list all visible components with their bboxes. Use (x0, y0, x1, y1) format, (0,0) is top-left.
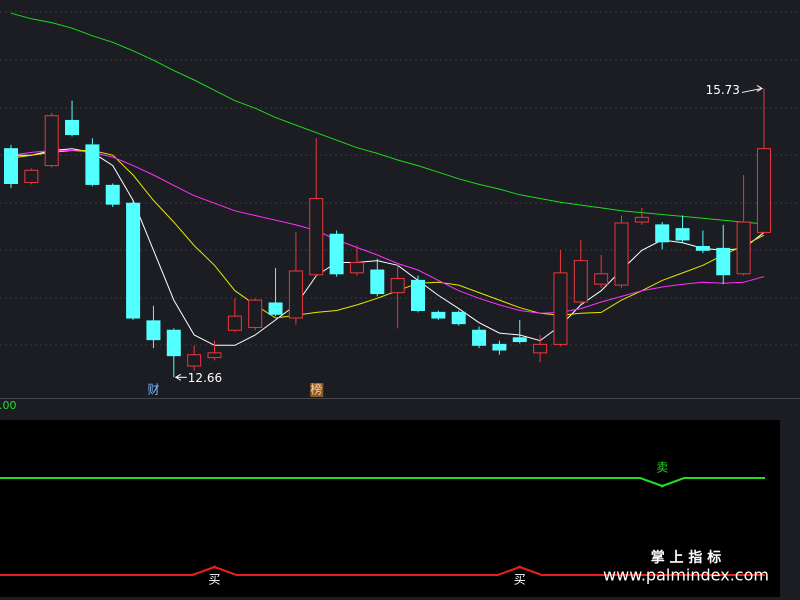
candle-body (4, 148, 18, 184)
buy-signal-label: 买 (514, 573, 526, 587)
annotation-arrowhead (756, 85, 763, 92)
annotation-arrowhead (174, 373, 182, 381)
candle-body (329, 233, 344, 275)
candle-body (573, 260, 588, 303)
candle-body (716, 247, 731, 276)
candle-body (288, 270, 303, 319)
moving-average-line (10, 150, 765, 314)
buy-signal (213, 565, 216, 569)
marker-background (310, 383, 324, 397)
candle-body (248, 299, 263, 328)
candle-body (187, 354, 202, 367)
candle-body (24, 169, 39, 184)
candle-body (533, 343, 548, 354)
event-marker: 榜 (310, 382, 322, 397)
candle-body (634, 216, 649, 223)
candle-body (736, 221, 751, 275)
buy-signal (518, 565, 522, 569)
candle-body (411, 279, 425, 311)
event-marker: 财 (147, 383, 159, 397)
candle-body (146, 320, 161, 341)
candle-body (675, 228, 690, 241)
candle-body (390, 278, 405, 294)
candle-body (207, 352, 222, 359)
candle-body (227, 315, 242, 331)
candle-body (553, 272, 568, 345)
annotation-arrow (741, 87, 763, 93)
candle-body (349, 262, 364, 274)
candle-body (655, 224, 670, 243)
buy-signal-line (0, 565, 765, 576)
candle-body (370, 269, 385, 295)
candle-body (309, 198, 324, 276)
candle-body (126, 202, 141, 319)
low-label: 12.66 (188, 371, 222, 385)
buy-signal-label: 买 (208, 573, 220, 587)
sell-signal (660, 484, 664, 488)
high-label: 15.73 (706, 83, 740, 97)
candle-body (512, 337, 527, 343)
candle-body (695, 246, 710, 251)
candle-body (472, 329, 487, 346)
candle-body (431, 311, 446, 319)
indicator-panel (0, 420, 780, 597)
candle-body (166, 329, 181, 357)
candle-body (85, 144, 100, 185)
candle-body (105, 184, 120, 205)
candle-body (492, 343, 507, 351)
candle-body (451, 311, 466, 325)
indicator-axis-label: 0.00 (0, 399, 17, 412)
candle-body (756, 148, 771, 233)
sell-signal-label: 卖 (656, 461, 668, 475)
moving-average-line (10, 12, 765, 225)
grid (0, 11, 800, 346)
moving-average-line (10, 150, 765, 319)
candle-body (65, 119, 80, 136)
candle-body (44, 115, 59, 167)
candle-body (614, 222, 629, 286)
candle-body (594, 273, 609, 285)
watermark-url: www.palmindex.com (603, 566, 769, 585)
candle-body (268, 302, 283, 315)
watermark-title: 掌 上 指 标 (651, 549, 722, 566)
